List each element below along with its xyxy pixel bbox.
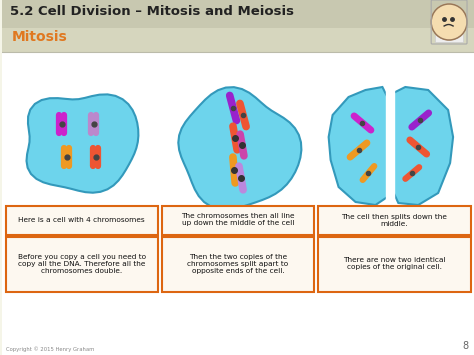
FancyBboxPatch shape <box>2 0 474 52</box>
Text: Mitosis: Mitosis <box>12 30 68 44</box>
FancyBboxPatch shape <box>162 236 314 291</box>
FancyBboxPatch shape <box>318 236 471 291</box>
Polygon shape <box>178 87 301 209</box>
FancyBboxPatch shape <box>162 206 314 235</box>
Text: Copyright © 2015 Henry Graham: Copyright © 2015 Henry Graham <box>6 346 94 352</box>
Text: The cell then splits down the
middle.: The cell then splits down the middle. <box>341 213 447 226</box>
FancyBboxPatch shape <box>6 236 158 291</box>
Polygon shape <box>27 94 138 193</box>
FancyBboxPatch shape <box>6 206 158 235</box>
Polygon shape <box>391 87 453 205</box>
Polygon shape <box>328 87 391 205</box>
Text: Then the two copies of the
chromosomes split apart to
opposite ends of the cell.: Then the two copies of the chromosomes s… <box>187 254 289 274</box>
Text: Before you copy a cell you need to
copy all the DNA. Therefore all the
chromosom: Before you copy a cell you need to copy … <box>18 254 146 274</box>
Text: 5.2 Cell Division – Mitosis and Meiosis: 5.2 Cell Division – Mitosis and Meiosis <box>10 5 294 18</box>
FancyBboxPatch shape <box>2 0 474 28</box>
FancyBboxPatch shape <box>435 28 463 42</box>
Text: The chromosomes then all line
up down the middle of the cell: The chromosomes then all line up down th… <box>181 213 295 226</box>
Text: There are now two identical
copies of the original cell.: There are now two identical copies of th… <box>343 257 446 271</box>
Text: Here is a cell with 4 chromosomes: Here is a cell with 4 chromosomes <box>18 217 145 223</box>
FancyBboxPatch shape <box>2 52 474 355</box>
FancyBboxPatch shape <box>318 206 471 235</box>
Text: 8: 8 <box>462 341 468 351</box>
Circle shape <box>431 4 467 40</box>
